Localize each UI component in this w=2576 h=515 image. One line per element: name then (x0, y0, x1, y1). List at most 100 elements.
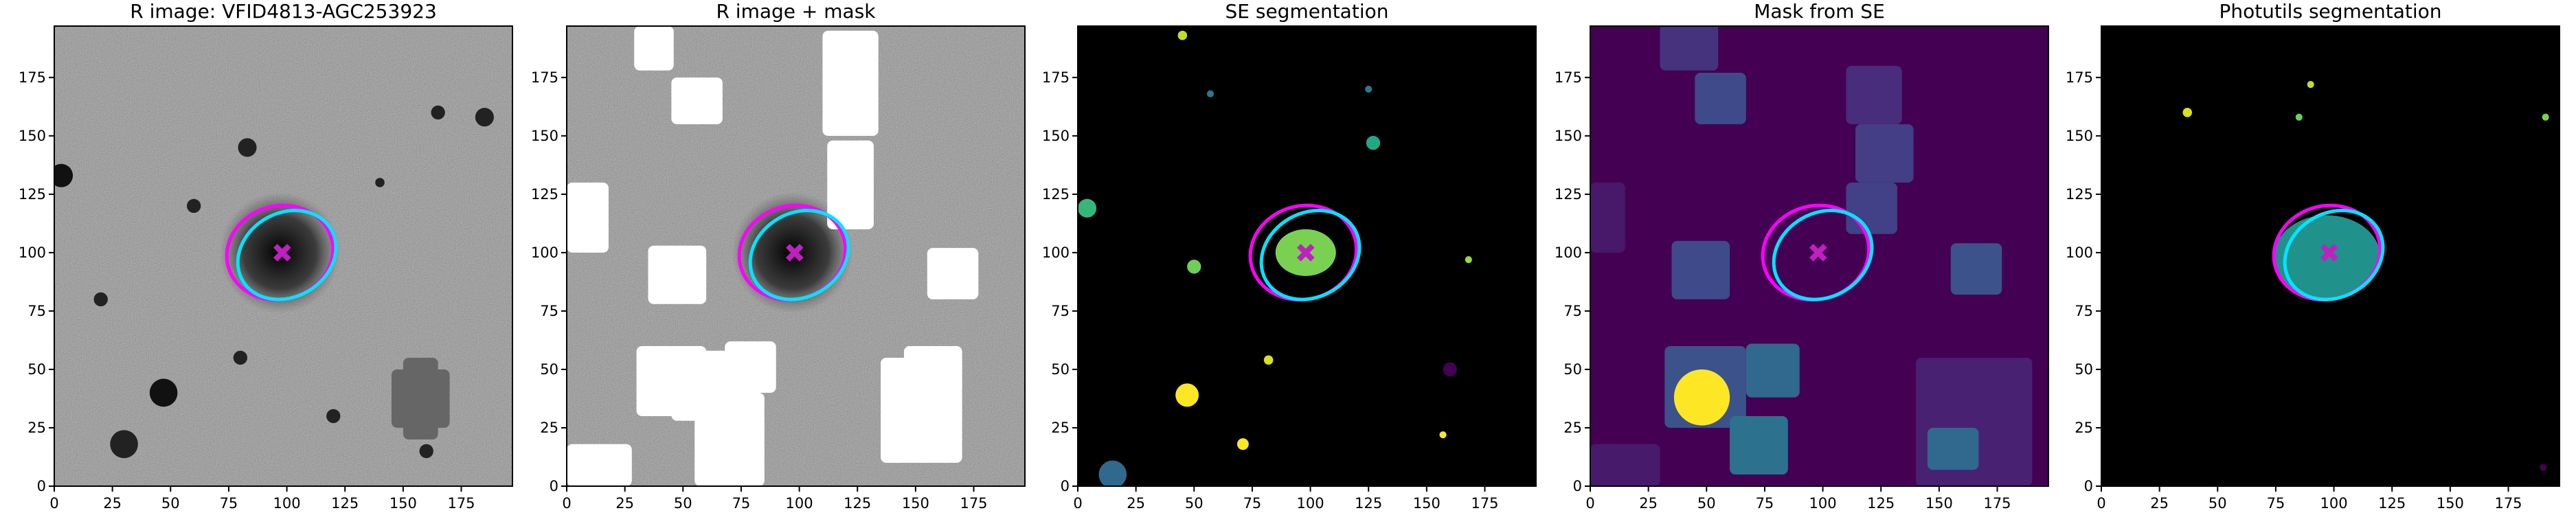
mask-region (1730, 415, 1788, 474)
y-tick-label: 175 (531, 69, 558, 86)
panel: Mask from SE 0 25 50 75 100 125 150 175 0 25 50 75 10… (1555, 0, 2049, 512)
axes-frame (1590, 25, 2049, 487)
aperture-ellipse (236, 209, 338, 301)
blob (2540, 464, 2547, 471)
mask-region (1660, 26, 1719, 71)
axes-frame (566, 25, 1026, 487)
panel-title: Photutils segmentation (2219, 0, 2441, 23)
y-tick-label: 75 (27, 303, 46, 319)
blob (1098, 460, 1127, 486)
blob (238, 138, 257, 157)
y-tick-label: 50 (2075, 361, 2093, 378)
blob (1177, 30, 1188, 41)
mask-region (567, 182, 609, 253)
blob (1078, 198, 1097, 218)
x-tick-label: 150 (2437, 495, 2464, 512)
y-tick-label: 125 (531, 186, 558, 203)
y-tick-label: 25 (1563, 420, 1582, 436)
x-tick-label: 100 (273, 495, 301, 512)
blob (1465, 256, 1472, 264)
blob (2307, 80, 2314, 89)
x-tick-label: 150 (389, 495, 417, 512)
y-tick-label: 50 (27, 361, 46, 378)
y-tick-label: 75 (1563, 303, 1582, 319)
x-tick-label: 125 (1867, 495, 1895, 512)
mask-region (1927, 427, 1979, 470)
y-tick-label: 175 (1555, 69, 1582, 86)
x-tick-label: 175 (1471, 495, 1498, 512)
axes-frame (1077, 25, 1537, 487)
mask-region (567, 444, 632, 486)
y-tick-label: 175 (1042, 69, 1070, 86)
x-tick-label: 75 (1243, 495, 1262, 512)
y-tick-label: 0 (1061, 478, 1070, 494)
y-tick-label: 50 (540, 361, 558, 378)
x-tick-label: 25 (1639, 495, 1658, 512)
mask-region (671, 350, 730, 421)
x-tick-label: 0 (1073, 495, 1082, 512)
blob (149, 378, 178, 407)
x-tick-label: 25 (1127, 495, 1145, 512)
x-tick-label: 100 (1297, 495, 1324, 512)
blob (1187, 260, 1201, 274)
mask-region (1950, 243, 2002, 295)
image (1078, 26, 1536, 486)
y-tick-label: 50 (1051, 361, 1070, 378)
x-tick-label: 75 (2267, 495, 2285, 512)
blob (93, 292, 108, 307)
x-tick-label: 50 (161, 495, 180, 512)
mask-region (822, 30, 879, 136)
mask-region (403, 357, 438, 439)
panel-title: R image + mask (716, 0, 876, 23)
y-tick-label: 25 (1051, 420, 1070, 436)
mask-region (725, 341, 776, 393)
y-tick-label: 175 (19, 69, 46, 86)
center-marker (785, 244, 804, 262)
x-tick-label: 175 (447, 495, 475, 512)
mask-region (1745, 343, 1800, 398)
x-tick-label: 75 (1756, 495, 1774, 512)
blob (326, 409, 341, 424)
panel: R image: VFID4813-AGC253923 0 25 50 75 100 125… (19, 0, 513, 512)
blob (233, 350, 248, 365)
y-tick-label: 150 (1042, 128, 1070, 144)
blob (2295, 113, 2303, 121)
x-tick-label: 0 (2097, 495, 2105, 512)
mask-region (648, 245, 707, 304)
y-tick-label: 25 (2075, 420, 2093, 436)
panel: Photutils segmentation 0 25 50 75 100 125 150 17… (2066, 0, 2560, 512)
center-marker (2320, 244, 2338, 262)
y-tick-label: 75 (540, 303, 558, 319)
x-tick-label: 100 (786, 495, 813, 512)
mask-region (671, 77, 723, 124)
mask-region (827, 140, 874, 229)
x-tick-label: 50 (674, 495, 692, 512)
x-tick-label: 125 (844, 495, 871, 512)
x-tick-label: 100 (1809, 495, 1837, 512)
blob (375, 178, 385, 187)
y-tick-label: 125 (1555, 186, 1582, 203)
blob (431, 105, 445, 120)
y-tick-label: 100 (1042, 244, 1070, 261)
x-tick-label: 0 (49, 495, 58, 512)
blob (186, 198, 201, 214)
panel-title: R image: VFID4813-AGC253923 (130, 0, 437, 23)
x-tick-label: 75 (220, 495, 238, 512)
blob (1443, 362, 1457, 377)
y-tick-label: 150 (19, 128, 46, 144)
axes-frame (2101, 25, 2560, 487)
x-tick-label: 150 (1413, 495, 1440, 512)
x-tick-label: 150 (902, 495, 929, 512)
blob (1439, 431, 1447, 439)
axes-frame (54, 25, 513, 487)
mask-region (1846, 65, 1902, 124)
y-tick-label: 100 (1555, 244, 1582, 261)
y-tick-label: 125 (2066, 186, 2093, 203)
y-tick-label: 150 (2066, 128, 2093, 144)
y-tick-label: 0 (2084, 478, 2093, 494)
blob (1366, 135, 1381, 150)
y-tick-label: 100 (2066, 244, 2093, 261)
center-marker (1296, 244, 1315, 262)
x-tick-label: 50 (1185, 495, 1204, 512)
image (54, 26, 512, 486)
